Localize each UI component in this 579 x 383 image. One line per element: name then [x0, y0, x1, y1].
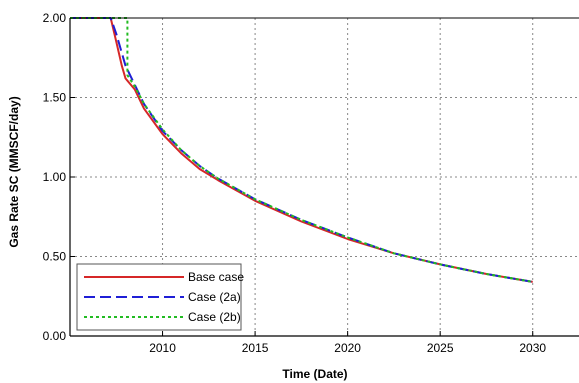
x-tick-label: 2010	[149, 341, 176, 355]
legend-label-case-2a: Case (2a)	[188, 290, 241, 304]
legend-label-base-case: Base case	[188, 270, 244, 284]
legend-label-case-2b: Case (2b)	[188, 310, 241, 324]
axes	[69, 17, 579, 337]
y-tick-labels: 0.00 0.50 1.00 1.50 2.00	[43, 11, 67, 343]
legend: Base case Case (2a) Case (2b)	[76, 263, 244, 331]
series-line-2	[70, 17, 533, 283]
y-tick-label: 0.00	[43, 329, 67, 343]
series-line-0	[70, 17, 533, 283]
x-tick-label: 2015	[242, 341, 269, 355]
y-tick-label: 2.00	[43, 11, 67, 25]
x-tick-label: 2030	[519, 341, 546, 355]
y-tick-label: 1.50	[43, 91, 67, 105]
y-axis-title: Gas Rate SC (MMSCF/day)	[7, 96, 21, 247]
plot-area	[70, 17, 533, 283]
y-tick-label: 1.00	[43, 170, 67, 184]
x-tick-label: 2020	[334, 341, 361, 355]
series-line-1	[70, 17, 533, 283]
x-tick-label: 2025	[427, 341, 454, 355]
y-tick-label: 0.50	[43, 250, 67, 264]
x-axis-title: Time (Date)	[282, 367, 347, 381]
x-tick-labels: 2010 2015 2020 2025 2030	[149, 341, 546, 355]
